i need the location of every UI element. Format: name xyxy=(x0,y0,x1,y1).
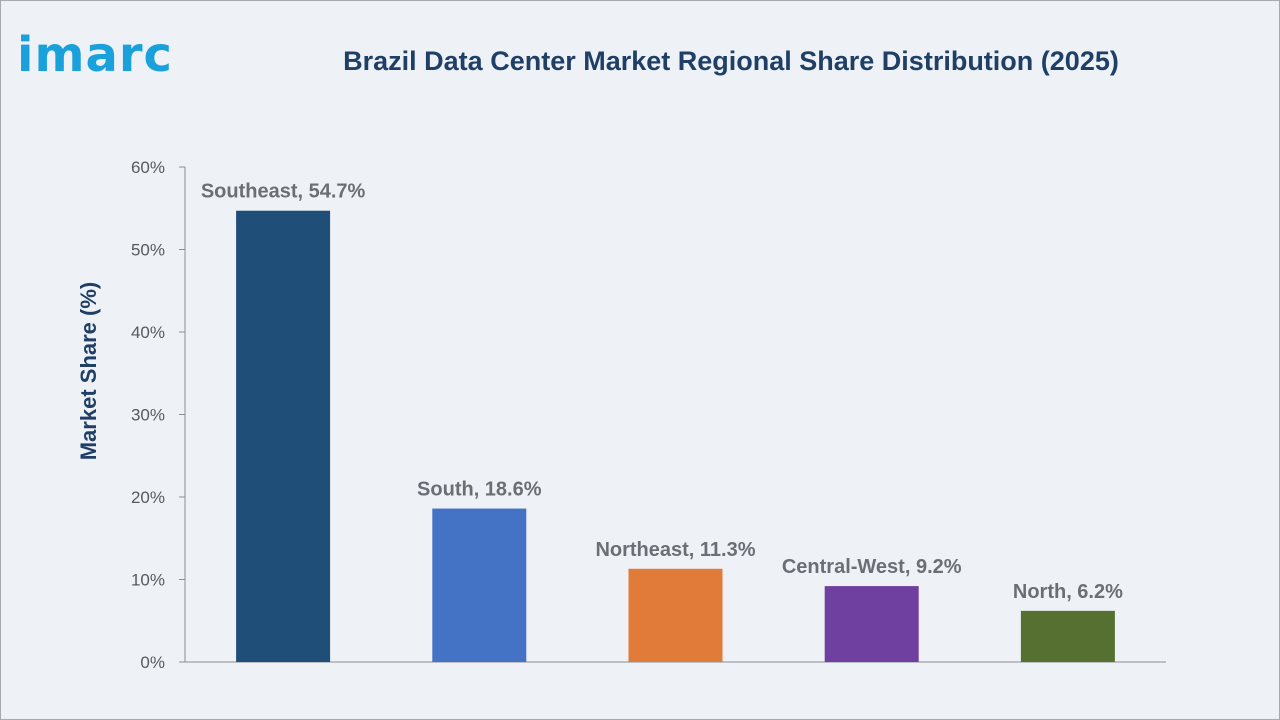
data-label: North, 6.2% xyxy=(1013,581,1123,603)
data-label: South, 18.6% xyxy=(417,479,542,501)
logo-text: imarc xyxy=(17,27,173,83)
bar-south xyxy=(432,508,527,662)
data-label: Northeast, 11.3% xyxy=(595,539,755,561)
imarc-logo: imarc xyxy=(17,13,207,83)
bar-northeast xyxy=(628,568,723,662)
bar-central-west xyxy=(824,586,919,662)
bar-north xyxy=(1020,610,1115,662)
data-label: Central-West, 9.2% xyxy=(782,556,962,578)
y-tick-label: 20% xyxy=(131,488,165,507)
y-tick-label: 10% xyxy=(131,571,165,590)
y-tick-label: 0% xyxy=(140,653,165,672)
y-tick-label: 40% xyxy=(131,323,165,342)
y-tick-label: 50% xyxy=(131,241,165,260)
data-label: Southeast, 54.7% xyxy=(201,181,366,203)
y-tick-label: 30% xyxy=(131,406,165,425)
y-tick-label: 60% xyxy=(131,158,165,177)
chart-title: Brazil Data Center Market Regional Share… xyxy=(343,46,1119,76)
bar-southeast xyxy=(236,210,331,662)
